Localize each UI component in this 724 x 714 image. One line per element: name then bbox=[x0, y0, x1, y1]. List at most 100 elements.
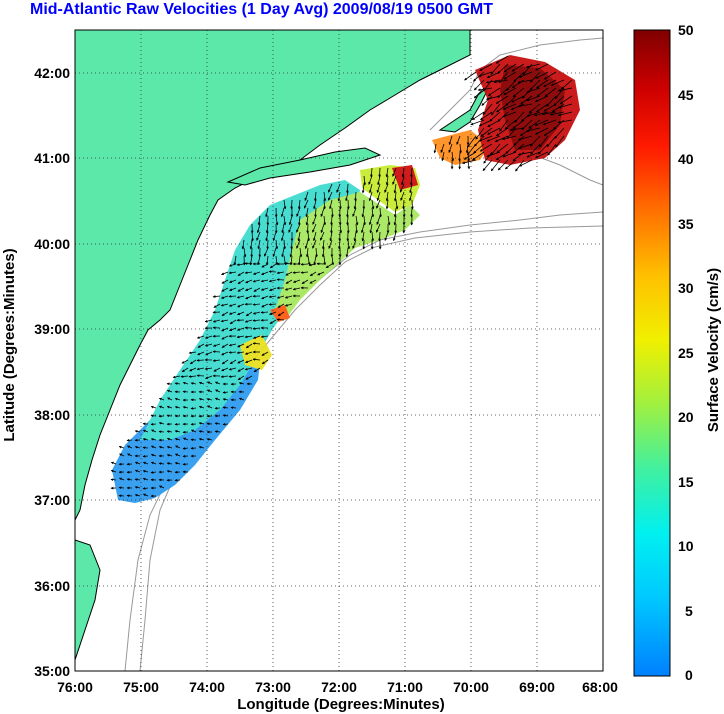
velocity-arrow bbox=[451, 151, 455, 162]
velocity-arrow bbox=[158, 421, 165, 425]
velocity-arrow bbox=[464, 71, 477, 81]
velocity-arrow bbox=[352, 239, 357, 249]
velocity-arrow bbox=[329, 199, 333, 210]
velocity-arrow bbox=[490, 103, 501, 116]
velocity-arrow bbox=[363, 175, 367, 186]
velocity-arrow bbox=[182, 446, 189, 450]
velocity-arrow bbox=[385, 199, 389, 210]
velocity-arrow bbox=[284, 262, 293, 265]
velocity-arrow bbox=[561, 79, 573, 90]
velocity-arrow bbox=[480, 111, 493, 121]
velocity-arrow bbox=[265, 207, 269, 218]
velocity-arrow bbox=[307, 255, 311, 266]
x-tick-label: 70:00 bbox=[453, 679, 489, 695]
velocity-arrow bbox=[549, 111, 565, 116]
velocity-arrow bbox=[503, 63, 517, 73]
velocity-arrow bbox=[345, 247, 349, 258]
velocity-arrow bbox=[473, 143, 485, 154]
velocity-arrow bbox=[369, 183, 373, 194]
velocity-arrow bbox=[283, 199, 287, 210]
velocity-arrow bbox=[269, 311, 277, 315]
velocity-arrow bbox=[323, 199, 326, 210]
velocity-arrow bbox=[142, 429, 149, 433]
velocity-arrow bbox=[222, 390, 229, 394]
velocity-arrow bbox=[198, 397, 205, 401]
velocity-arrow bbox=[410, 199, 414, 210]
velocity-arrow bbox=[328, 191, 333, 201]
velocity-arrow bbox=[346, 199, 350, 210]
x-tick-label: 73:00 bbox=[255, 679, 291, 695]
velocity-arrow bbox=[205, 375, 213, 380]
velocity-arrow bbox=[401, 175, 405, 186]
velocity-arrow bbox=[313, 255, 317, 266]
velocity-arrow bbox=[377, 175, 381, 186]
velocity-arrow bbox=[378, 167, 382, 178]
velocity-arrow bbox=[275, 215, 279, 226]
velocity-arrow bbox=[323, 191, 327, 202]
velocity-arrow bbox=[550, 79, 565, 86]
velocity-arrow bbox=[486, 151, 501, 158]
colorbar-tick-label: 50 bbox=[678, 22, 694, 38]
velocity-arrow bbox=[511, 63, 525, 72]
velocity-arrow bbox=[257, 255, 261, 266]
velocity-arrow bbox=[221, 359, 229, 365]
velocity-arrow bbox=[198, 430, 205, 433]
colorbar-label: Surface Velocity (cm/s) bbox=[705, 268, 722, 432]
velocity-arrow bbox=[158, 445, 165, 449]
velocity-arrow bbox=[228, 351, 237, 354]
velocity-arrow bbox=[158, 462, 165, 466]
velocity-arrow bbox=[371, 199, 375, 210]
velocity-arrow bbox=[534, 119, 549, 126]
velocity-arrow bbox=[338, 239, 341, 250]
velocity-arrow bbox=[228, 294, 237, 298]
velocity-arrow bbox=[479, 143, 493, 152]
velocity-arrow bbox=[158, 397, 165, 401]
colorbar-tick-label: 0 bbox=[685, 667, 693, 683]
velocity-arrow bbox=[328, 239, 333, 249]
velocity-arrow bbox=[212, 343, 221, 347]
velocity-arrow bbox=[478, 119, 493, 127]
velocity-arrow bbox=[197, 351, 205, 356]
velocity-arrow bbox=[229, 287, 237, 291]
velocity-arrow bbox=[110, 461, 117, 465]
velocity-arrow bbox=[441, 151, 445, 162]
velocity-arrow bbox=[166, 430, 173, 433]
velocity-arrow bbox=[229, 359, 237, 365]
velocity-arrow bbox=[392, 175, 397, 185]
velocity-arrow bbox=[268, 295, 277, 299]
velocity-arrow bbox=[252, 279, 261, 283]
velocity-arrow bbox=[150, 445, 157, 449]
velocity-arrow bbox=[546, 95, 557, 107]
velocity-arrow bbox=[233, 255, 237, 266]
velocity-arrow bbox=[174, 422, 181, 426]
colorbar-tick-label: 40 bbox=[678, 151, 694, 167]
velocity-arrow bbox=[329, 231, 333, 242]
velocity-arrow bbox=[525, 63, 541, 69]
velocity-arrow bbox=[482, 103, 493, 116]
colorbar-ticks: 50 45 40 35 30 25 20 15 10 5 0 bbox=[678, 22, 694, 683]
figure-title: Mid-Atlantic Raw Velocities (1 Day Avg) … bbox=[30, 1, 493, 18]
velocity-arrow bbox=[181, 359, 189, 364]
velocity-arrow bbox=[261, 271, 269, 276]
velocity-arrow bbox=[376, 199, 381, 209]
velocity-arrow bbox=[212, 295, 221, 298]
velocity-arrow bbox=[207, 381, 213, 385]
velocity-arrow bbox=[535, 63, 549, 71]
velocity-arrow bbox=[526, 111, 541, 118]
velocity-arrow bbox=[244, 367, 253, 371]
velocity-arrow bbox=[237, 279, 245, 285]
velocity-arrow bbox=[229, 279, 237, 283]
velocity-arrow bbox=[320, 207, 325, 217]
x-tick-label: 75:00 bbox=[123, 679, 159, 695]
velocity-arrow bbox=[265, 223, 269, 234]
velocity-arrow bbox=[303, 199, 309, 209]
velocity-arrow bbox=[557, 111, 573, 117]
velocity-arrow bbox=[221, 311, 229, 316]
velocity-arrow bbox=[261, 359, 269, 365]
velocity-arrow bbox=[237, 367, 245, 372]
velocity-arrow bbox=[261, 295, 269, 300]
velocity-arrow bbox=[249, 255, 253, 266]
velocity-arrow bbox=[220, 375, 229, 378]
velocity-arrow bbox=[126, 494, 133, 498]
velocity-arrow bbox=[536, 87, 549, 97]
